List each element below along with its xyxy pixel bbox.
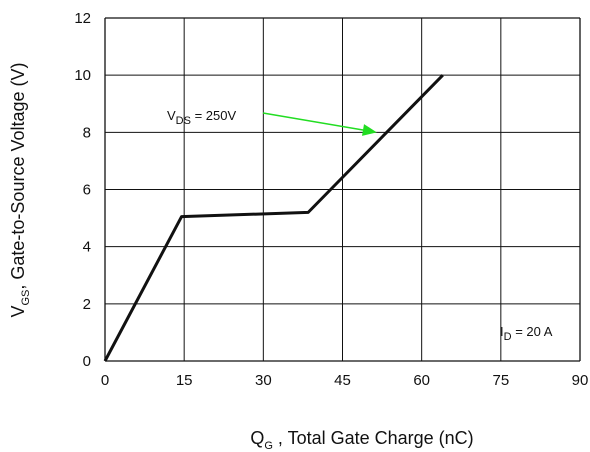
y-tick-label: 8 (83, 124, 91, 141)
x-axis-title: QG , Total Gate Charge (nC) (250, 428, 473, 452)
x-tick-label: 60 (413, 372, 430, 389)
x-tick-label: 90 (572, 372, 589, 389)
x-tick-labels: 0 15 30 45 60 75 90 (101, 372, 589, 389)
vds-arrow-line (262, 112, 364, 131)
x-tick-label: 45 (334, 372, 351, 389)
y-tick-label: 6 (83, 182, 91, 199)
x-tick-label: 30 (255, 372, 272, 389)
y-tick-label: 10 (74, 67, 91, 84)
vds-annotation-label: VDS = 250V (167, 108, 236, 127)
grid-lines (104, 17, 581, 362)
y-tick-label: 4 (83, 239, 91, 256)
y-tick-label: 12 (74, 10, 91, 27)
vds-arrow-head (361, 124, 377, 136)
vgs-curve (103, 74, 444, 362)
x-tick-label: 0 (101, 372, 109, 389)
y-tick-label: 0 (83, 353, 91, 370)
vds-annotation: VDS = 250V (167, 108, 377, 136)
y-tick-labels: 0 2 4 6 8 10 12 (74, 10, 91, 370)
id-annotation-label: ID = 20 A (500, 324, 553, 343)
series-layer (103, 74, 444, 362)
x-tick-label: 15 (176, 372, 193, 389)
y-tick-label: 2 (83, 296, 91, 313)
y-axis-title: VGS, Gate-to-Source Voltage (V) (8, 62, 32, 317)
x-tick-label: 75 (492, 372, 509, 389)
